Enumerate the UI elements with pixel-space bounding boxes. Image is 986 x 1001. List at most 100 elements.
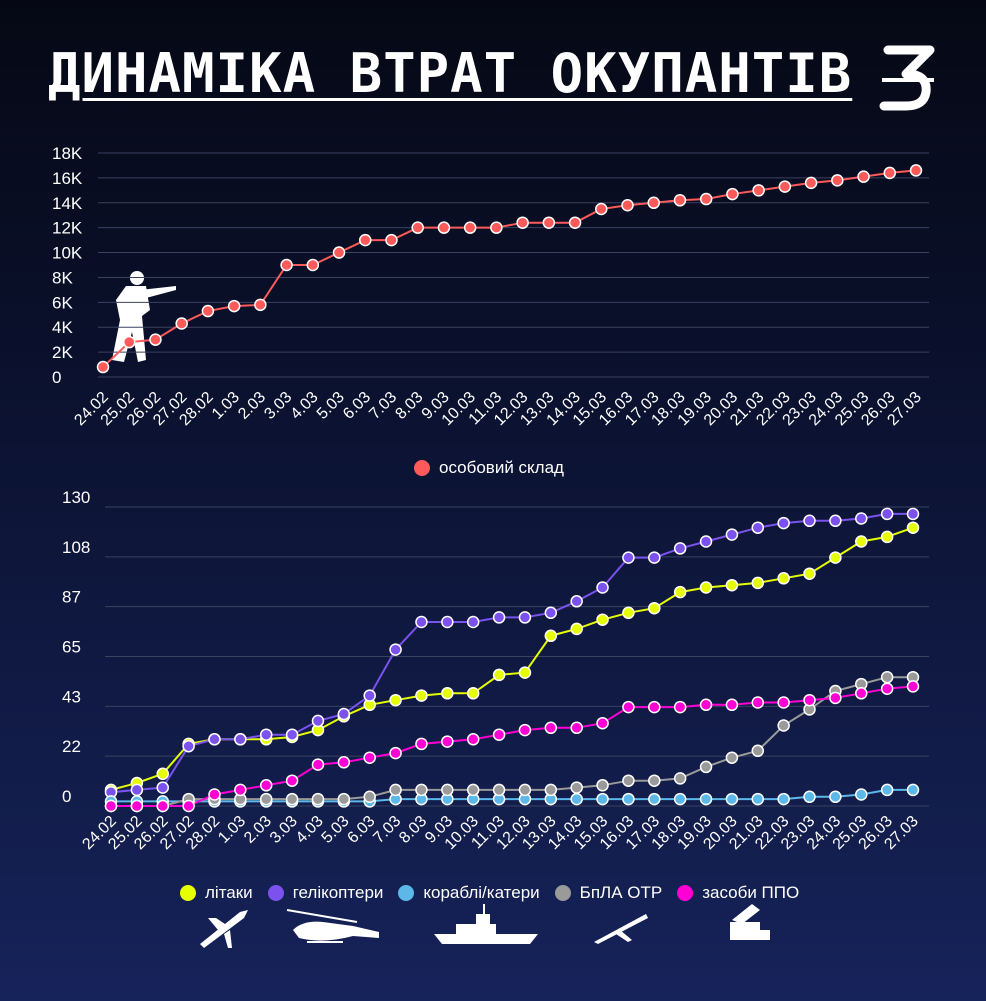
data-point [725,792,739,806]
data-point [752,184,765,197]
data-point [699,698,713,712]
x-tick-label: 2.03 [241,813,275,847]
data-point [490,221,503,234]
data-point [699,792,713,806]
personnel-chart: 02K4K6K8K10K12K14K16K18K24.0225.0226.022… [52,144,929,429]
data-point [463,221,477,234]
data-point [130,799,144,813]
data-point [909,164,923,177]
data-point [803,567,816,580]
data-point [415,783,428,797]
personnel-legend: особовий склад [414,458,579,478]
data-point [880,530,894,544]
data-point [227,299,241,313]
legend-label: засоби ППО [702,883,800,902]
data-point [777,572,790,585]
data-point [622,606,635,620]
data-point [622,774,635,787]
data-point [182,799,195,813]
data-point [337,756,351,769]
x-tick-label: 4.03 [288,389,322,423]
data-point [96,360,110,374]
legend-dot [414,460,430,476]
x-tick-label: 6.03 [344,813,378,847]
data-point [570,721,583,735]
data-point [778,180,792,193]
data-point [883,166,897,180]
data-point [466,783,480,797]
data-point [855,788,868,801]
data-point [648,551,661,564]
data-point [415,689,428,702]
data-point [699,760,713,774]
x-tick-label: 1.03 [215,813,249,847]
data-point [906,680,920,693]
data-point [699,581,713,594]
data-point [363,689,376,702]
y-tick-label: 12K [52,219,83,238]
data-point [285,792,299,806]
data-point [621,199,634,212]
data-point [130,783,144,797]
x-tick-label: 7.03 [366,389,400,423]
data-point [441,687,454,700]
data-point [751,792,765,806]
series-line [111,685,914,807]
y-tick-label: 0 [62,787,71,806]
data-point [673,585,687,599]
data-point [596,716,609,730]
data-point [829,790,842,804]
y-tick-label: 16K [52,169,83,188]
data-point [492,668,506,682]
data-point [415,737,428,751]
data-point [699,535,713,548]
data-point [751,696,765,709]
legend-label: особовий склад [439,458,564,477]
x-tick-label: 1.03 [209,389,243,423]
data-point [415,615,428,629]
data-point [596,779,609,792]
data-point [280,258,293,272]
ship-icon [434,904,538,944]
x-tick-label: 5.03 [314,389,348,423]
data-point [622,551,635,564]
legend-label: кораблі/катери [423,883,540,902]
data-point [234,733,247,746]
data-point [544,606,558,620]
data-point [570,622,583,636]
data-point [389,693,402,707]
data-point [492,611,506,624]
data-point [156,781,169,794]
data-point [156,799,169,813]
data-point [337,707,351,721]
legend-dot [267,885,284,901]
data-point [829,691,842,705]
y-tick-label: 18K [52,144,83,163]
data-point [544,721,558,735]
data-point [544,783,558,797]
data-point [544,629,558,643]
legend-item: БпЛА ОТР [554,883,662,903]
legend-dot [180,885,196,901]
equipment-icons [200,904,770,948]
data-point [725,578,739,592]
data-point [254,298,267,312]
soldier-icon [112,271,176,362]
data-point [803,693,816,707]
data-point [311,758,325,771]
data-point [647,196,660,210]
data-point [906,783,920,797]
data-point [175,317,188,330]
data-point [542,216,556,229]
legend-item: особовий склад [414,458,564,478]
data-point [337,792,351,806]
data-point [259,728,273,741]
y-tick-label: 87 [62,588,81,607]
series-line [110,512,913,794]
x-tick-label: 8.03 [392,389,426,423]
data-point [389,643,402,656]
data-point [725,698,739,712]
data-point [306,258,320,272]
data-point [332,246,346,259]
data-point [259,792,273,806]
